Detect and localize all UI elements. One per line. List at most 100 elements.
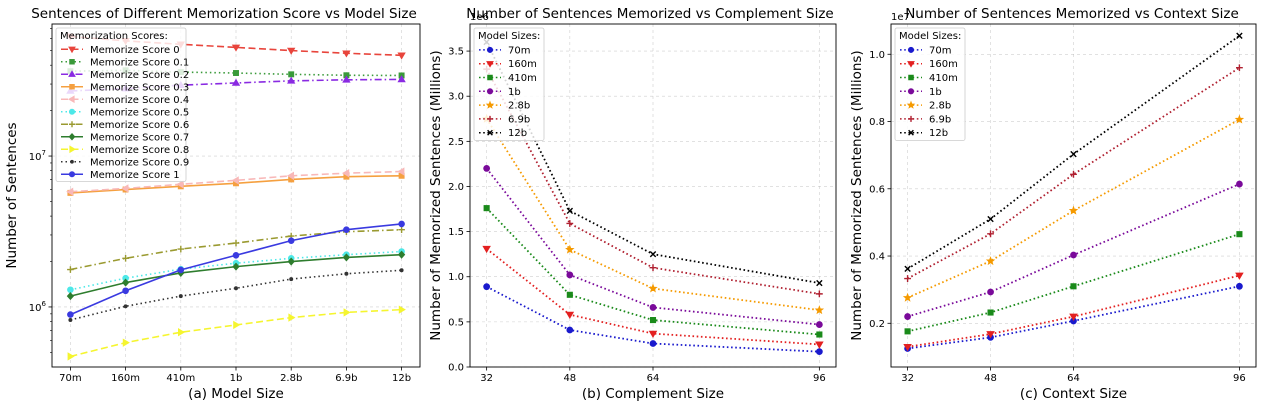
legend: Model Sizes: 70m 160m 410m 1b 2.8b 6.9b 12b [473,27,545,141]
data-point [648,283,658,293]
x-tick-label: 2.8b [280,373,302,384]
legend-marker [68,171,76,178]
legend-marker [907,61,915,68]
data-point [649,340,657,347]
x-tick-label: 96 [813,373,826,384]
legend-entry: 410m [929,73,958,84]
legend-entry: 2.8b [929,101,951,112]
x-tick-label: 160m [111,373,140,384]
series-line [485,41,820,284]
legend-box [55,27,187,182]
legend-marker [70,159,74,164]
data-point [177,328,186,337]
legend-entry: Memorize Score 0.4 [90,95,189,106]
series-line [907,118,1240,299]
data-point [1070,251,1077,259]
x-tick-label: 32 [480,373,493,384]
data-point [343,226,350,234]
data-point [649,304,657,311]
y-tick-label: 0.4 [869,252,885,263]
data-point [66,187,74,196]
legend-marker [907,46,915,53]
legend-marker [487,115,493,122]
data-point [1236,64,1243,72]
data-point [483,283,491,291]
legend-marker [69,121,75,128]
x-axis-label: (c) Context Size [1020,386,1127,402]
y-tick-label: 0.8 [869,117,885,128]
series-line [907,35,1240,270]
legend-marker [68,46,76,54]
legend-entry: Memorize Score 0.9 [90,157,189,168]
data-point [1236,231,1243,238]
data-point [232,262,240,271]
chart-title: Number of Sentences Memorized vs Context… [905,6,1239,22]
y-scale-offset: 1e6 [470,12,489,23]
data-point [648,330,658,338]
x-tick-label: 6.9b [335,373,357,384]
legend: Model Sizes: 70m 160m 410m 1b 2.8b 6.9b 12b [894,27,966,141]
y-axis-label: Number of Memorized Sentences (Millions) [428,50,444,340]
x-tick-label: 410m [166,373,195,384]
data-point [231,44,241,52]
series-410m [904,231,1243,335]
data-point [1234,114,1245,124]
series-memorize-score-0-4 [66,167,405,196]
series-group [902,32,1245,352]
data-point [67,286,74,294]
series-group [66,33,406,361]
legend-entry: 1b [508,87,521,98]
data-point [398,226,405,234]
data-point [343,308,351,317]
data-point [233,70,239,76]
data-point [342,169,350,178]
x-axis-label: (b) Complement Size [582,386,724,402]
series-line [485,207,820,336]
data-point [121,184,129,193]
x-tick-label: 96 [1233,373,1246,384]
data-point [1236,32,1243,39]
data-point [649,264,657,272]
data-point [1068,205,1079,215]
legend-title: Model Sizes: [478,31,540,42]
data-point [987,230,994,238]
legend-marker [68,108,76,115]
y-tick-label: 2.0 [448,182,464,193]
data-point [178,294,183,299]
data-point [566,207,574,215]
series-6-9b [904,64,1243,282]
data-point [903,343,912,352]
series-line [907,274,1240,348]
x-tick-label: 48 [984,373,997,384]
legend-marker [69,59,75,65]
legend-entry: 70m [508,45,530,56]
series-1b [483,165,823,328]
data-point [482,245,491,254]
series-line [485,167,820,326]
y-tick-label: 106 [29,300,47,314]
series-2-8b [902,114,1245,302]
y-tick-label: 3.5 [448,47,464,58]
legend-entry: Memorize Score 0.2 [90,70,189,81]
y-tick-label: 0.6 [869,184,885,195]
legend-entry: Memorize Score 0.6 [90,120,189,131]
data-point [68,317,73,322]
data-point [232,251,240,259]
series-memorize-score-1 [67,220,405,318]
data-point [287,257,295,266]
data-point [1070,150,1077,158]
x-tick-label: 48 [563,373,576,384]
data-point [233,320,241,330]
series-line [907,183,1240,318]
series-line [907,233,1240,333]
legend-entry: Memorize Score 0 [90,45,180,56]
legend-marker [908,115,914,122]
data-point [67,352,75,361]
data-point [123,304,128,309]
data-point [816,331,823,338]
series-line [485,68,820,295]
y-tick-label: 0.5 [448,317,464,328]
data-point [287,47,296,55]
data-point [286,171,295,180]
